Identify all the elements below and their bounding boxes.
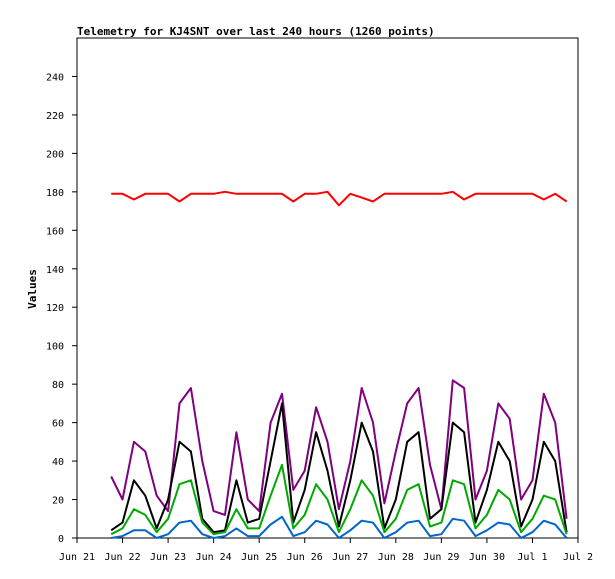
- x-tick-label: Jun 27: [332, 552, 368, 563]
- chart-title: Telemetry for KJ4SNT over last 240 hours…: [77, 25, 435, 38]
- series-line-2: [110, 379, 568, 519]
- y-tick-label: 80: [52, 380, 64, 391]
- series-layer: [110, 190, 568, 539]
- x-tick-label: Jun 29: [423, 552, 459, 563]
- y-tick-label: 20: [52, 496, 64, 507]
- x-tick-label: Jun 23: [150, 552, 186, 563]
- y-tick-label: 40: [52, 457, 64, 468]
- x-tick-label: Jun 25: [241, 552, 277, 563]
- x-tick-label: Jul 1: [517, 552, 547, 563]
- y-tick-label: 220: [46, 111, 64, 122]
- y-tick-label: 140: [46, 265, 64, 276]
- x-tick-label: Jul 2: [563, 552, 593, 563]
- plot-area-frame: [76, 37, 579, 539]
- y-axis-label: Values: [26, 269, 39, 309]
- series-line-4: [110, 463, 568, 536]
- series-line-1: [111, 190, 568, 207]
- series-line-3: [110, 402, 568, 534]
- y-axis: 0 20 40 60 80 100 120 140 160 180 200 220 240: [46, 72, 77, 545]
- x-tick-label: Jun 30: [469, 552, 505, 563]
- x-tick-label: Jun 26: [287, 552, 323, 563]
- y-tick-label: 120: [46, 303, 64, 314]
- y-tick-label: 0: [58, 534, 64, 545]
- y-tick-label: 240: [46, 72, 64, 83]
- x-axis: Jun 21 Jun 22 Jun 23 Jun 24 Jun 25 Jun 26 Jun …: [59, 538, 593, 563]
- y-tick-label: 160: [46, 226, 64, 237]
- y-tick-label: 200: [46, 149, 64, 160]
- y-tick-label: 100: [46, 342, 64, 353]
- y-tick-label: 180: [46, 188, 64, 199]
- series-line-5: [111, 515, 568, 539]
- x-tick-label: Jun 24: [196, 552, 232, 563]
- y-tick-label: 60: [52, 419, 64, 430]
- x-tick-label: Jun 21: [59, 552, 95, 563]
- x-tick-label: Jun 28: [378, 552, 414, 563]
- x-tick-label: Jun 22: [104, 552, 140, 563]
